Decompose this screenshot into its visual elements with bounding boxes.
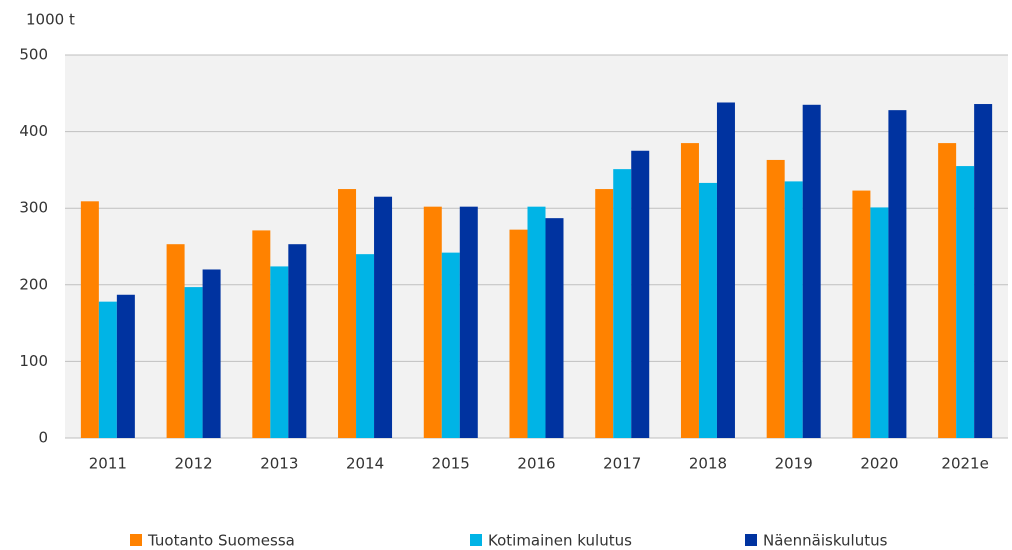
bar [80,201,99,438]
bar [613,169,632,438]
bar [888,110,907,438]
bar [423,206,442,438]
x-tick-label: 2013 [260,455,298,473]
legend-swatch [130,534,142,546]
bar [184,287,203,438]
bar [784,181,803,438]
bar [270,266,289,438]
legend-label: Näennäiskulutus [763,532,888,550]
bar [202,269,221,438]
bar [852,190,871,438]
bar [527,206,546,438]
bar [716,102,735,438]
x-tick-label: 2012 [174,455,212,473]
y-tick-label: 200 [19,275,48,293]
bar [938,143,957,438]
x-tick-label: 2017 [603,455,641,473]
y-tick-label: 400 [19,122,48,140]
legend-label: Kotimainen kulutus [488,532,632,550]
x-tick-label: 2021e [941,455,988,473]
x-tick-label: 2016 [517,455,555,473]
y-tick-label: 100 [19,352,48,370]
bar [631,150,650,438]
bar [288,244,307,438]
x-tick-label: 2020 [860,455,898,473]
bar [98,301,117,438]
bar [166,244,185,438]
bar [870,207,889,438]
bar [956,166,975,438]
bar [680,143,699,438]
bar [802,104,821,438]
bar [509,229,528,438]
bar [595,189,614,438]
x-tick-label: 2015 [432,455,470,473]
bar [974,104,993,439]
bar [116,294,135,438]
legend-swatch [745,534,757,546]
y-axis-unit: 1000 t [26,11,75,29]
y-tick-label: 300 [19,199,48,217]
x-tick-label: 2014 [346,455,384,473]
bar [766,159,785,438]
bar [374,196,393,438]
legend-swatch [470,534,482,546]
y-tick-label: 0 [38,429,48,447]
y-tick-label: 500 [19,46,48,64]
bar [252,230,271,438]
bar [698,182,717,438]
bar [338,189,357,438]
x-tick-label: 2019 [775,455,813,473]
bar [545,218,564,438]
bar [459,206,478,438]
bar [441,252,460,438]
bar [356,254,375,438]
legend-label: Tuotanto Suomessa [147,532,295,550]
x-tick-label: 2018 [689,455,727,473]
x-tick-label: 2011 [89,455,127,473]
